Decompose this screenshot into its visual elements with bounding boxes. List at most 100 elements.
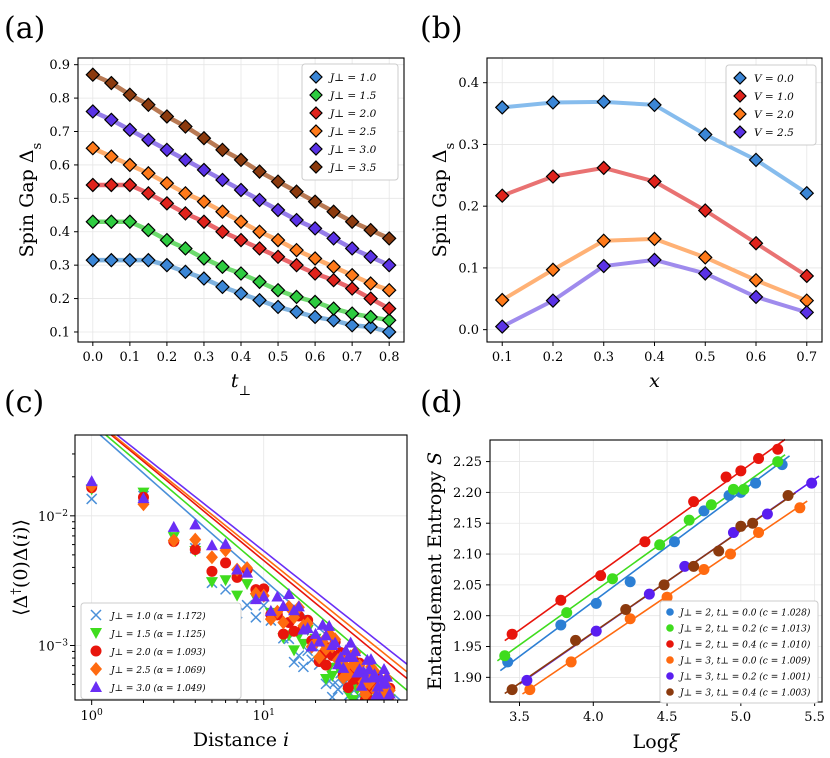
data-point-c-3 <box>359 687 372 700</box>
data-point-c-4 <box>264 604 277 616</box>
data-point-b-2 <box>697 250 713 265</box>
data-point-c-3 <box>392 720 404 734</box>
data-point-d-4 <box>590 625 602 637</box>
data-point-d-2 <box>753 452 765 464</box>
data-point-c-0 <box>374 711 384 721</box>
data-point-d-5 <box>782 489 794 501</box>
data-point-c-4 <box>392 713 404 724</box>
data-point-a-0 <box>326 312 341 328</box>
legend-marker-a-4 <box>309 142 323 156</box>
data-point-c-3 <box>167 533 180 548</box>
fit-line-c-2 <box>110 435 407 680</box>
data-point-c-0 <box>241 599 253 611</box>
legend-entry-d-0: J⊥ = 2, t⊥ = 0.0 (c = 1.028) <box>678 608 811 619</box>
data-point-b-2 <box>494 292 510 308</box>
y-axis-label-a: Spin Gap Δs <box>16 142 45 257</box>
data-point-b-0 <box>494 100 510 115</box>
data-point-c-1 <box>205 577 218 589</box>
legend-entry-c-3: J⊥ = 2.5 (α = 1.069) <box>109 665 206 676</box>
x-tick-label-b: 0.5 <box>695 350 716 365</box>
text-span: (0)Δ( <box>10 540 32 588</box>
data-point-a-1 <box>103 214 119 230</box>
data-point-c-4 <box>349 645 362 657</box>
data-point-c-4 <box>85 475 98 487</box>
data-point-d-0 <box>555 619 567 631</box>
data-point-c-1 <box>381 705 393 716</box>
data-point-b-3 <box>596 258 612 274</box>
text-span: ξ <box>669 731 681 753</box>
y-tick-label-a: 0.2 <box>49 292 70 307</box>
data-point-a-5 <box>363 222 379 238</box>
legend-marker-a-0 <box>309 70 323 84</box>
data-point-a-1 <box>215 259 230 275</box>
y-tick-label-b: 0.1 <box>458 261 479 276</box>
data-point-c-0 <box>288 656 300 668</box>
legend-marker-b-2 <box>733 107 747 121</box>
data-point-c-1 <box>319 673 332 685</box>
data-point-c-2 <box>220 557 232 569</box>
data-point-a-4 <box>141 132 156 148</box>
data-point-a-5 <box>307 194 323 210</box>
data-point-d-4 <box>806 477 818 489</box>
data-point-d-2 <box>735 465 747 477</box>
legend-entry-b-3: V = 2.5 <box>754 127 794 139</box>
text-span: )⟩ <box>10 519 32 534</box>
legend-box-b <box>725 64 817 146</box>
data-point-c-4 <box>231 563 244 575</box>
data-point-d-2 <box>688 496 700 508</box>
data-point-b-3 <box>799 305 815 320</box>
data-point-c-4 <box>383 687 396 699</box>
x-tick-label-d: 5.5 <box>804 710 825 725</box>
data-point-a-1 <box>344 306 360 321</box>
data-point-a-5 <box>326 204 341 220</box>
data-point-b-2 <box>748 272 764 288</box>
text-span: S <box>424 452 446 465</box>
data-point-c-0 <box>390 744 400 754</box>
data-point-a-2 <box>196 214 212 230</box>
data-point-c-0 <box>381 738 391 748</box>
data-point-a-2 <box>307 266 323 281</box>
data-point-c-0 <box>371 718 381 728</box>
text-span: 10 <box>81 709 98 724</box>
data-point-d-0 <box>624 576 636 588</box>
data-point-d-3 <box>661 591 673 603</box>
legend-marker-d-4 <box>666 672 674 680</box>
data-point-b-2 <box>596 233 612 249</box>
data-point-a-2 <box>326 272 341 288</box>
data-point-a-2 <box>103 177 119 193</box>
x-tick-label-b: 0.1 <box>492 350 513 365</box>
data-point-a-1 <box>363 309 379 325</box>
legend-entry-c-1: J⊥ = 1.5 (α = 1.125) <box>109 629 206 640</box>
legend-marker-a-2 <box>309 106 323 120</box>
data-point-c-4 <box>329 636 342 648</box>
x-tick-label-b: 0.6 <box>746 350 767 365</box>
data-point-a-4 <box>307 221 323 236</box>
data-point-c-1 <box>389 740 401 751</box>
legend-marker-c-2 <box>90 645 102 657</box>
panel-label-c: (c) <box>4 385 44 420</box>
x-axis-label-b: x <box>649 370 660 392</box>
data-point-c-3 <box>390 729 402 743</box>
data-point-c-0 <box>378 722 388 732</box>
data-point-a-2 <box>344 281 360 296</box>
data-point-c-1 <box>288 645 301 657</box>
data-point-a-2 <box>178 206 193 221</box>
data-point-c-3 <box>189 532 202 547</box>
data-point-a-0 <box>381 324 397 340</box>
x-axis-label-c: Distance i <box>193 729 289 751</box>
data-point-a-3 <box>103 149 119 164</box>
text-span: s <box>443 142 458 149</box>
legend-entry-a-5: J⊥ = 3.5 <box>328 162 377 174</box>
data-point-a-5 <box>344 214 360 230</box>
data-point-c-2 <box>388 735 399 746</box>
y-tick-label-b: 0.0 <box>458 323 479 338</box>
data-point-a-2 <box>252 241 267 256</box>
y-tick-label-d: 2.20 <box>453 486 482 501</box>
y-tick-label-d: 2.15 <box>453 517 482 532</box>
data-point-a-2 <box>381 301 397 316</box>
legend-entry-c-4: J⊥ = 3.0 (α = 1.049) <box>109 683 206 694</box>
data-point-b-1 <box>596 160 612 176</box>
text-span: i <box>283 729 289 751</box>
data-point-c-0 <box>379 719 389 729</box>
data-point-a-1 <box>326 301 341 316</box>
